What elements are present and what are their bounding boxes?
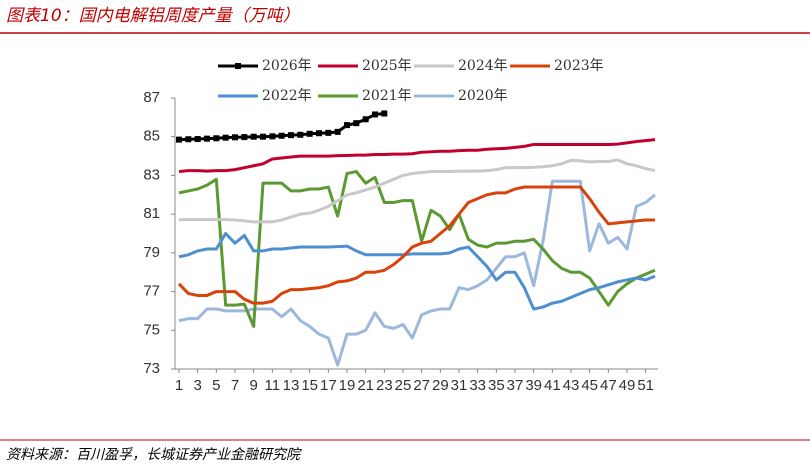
legend-label: 2026年 bbox=[262, 58, 312, 74]
y-tick-label: 81 bbox=[143, 205, 160, 222]
x-tick-label: 25 bbox=[395, 377, 412, 394]
chart-title: 图表10：国内电解铝周度产量（万吨） bbox=[6, 6, 300, 26]
x-tick-label: 31 bbox=[451, 377, 468, 394]
legend-label: 2024年 bbox=[458, 58, 508, 74]
y-tick-label: 79 bbox=[143, 244, 160, 261]
point-marker bbox=[278, 132, 285, 139]
x-tick-label: 11 bbox=[265, 377, 281, 394]
x-tick-label: 27 bbox=[413, 377, 430, 394]
x-tick-label: 39 bbox=[525, 377, 542, 394]
x-tick-label: 41 bbox=[544, 377, 561, 394]
y-tick-label: 77 bbox=[143, 283, 160, 300]
series-line bbox=[179, 158, 656, 224]
point-marker bbox=[297, 131, 304, 138]
x-tick-label: 33 bbox=[469, 377, 486, 394]
point-marker bbox=[334, 128, 341, 135]
y-tick-label: 75 bbox=[143, 321, 160, 338]
point-marker bbox=[260, 133, 266, 140]
x-tick-label: 19 bbox=[339, 377, 356, 394]
x-tick-label: 43 bbox=[563, 377, 580, 394]
point-marker bbox=[288, 132, 294, 139]
x-tick-label: 7 bbox=[231, 377, 239, 394]
x-tick-label: 45 bbox=[581, 377, 598, 394]
point-marker bbox=[344, 122, 350, 129]
legend-label: 2025年 bbox=[362, 58, 412, 74]
point-marker bbox=[325, 129, 332, 136]
x-tick-label: 47 bbox=[600, 377, 617, 394]
x-tick-label: 3 bbox=[193, 377, 201, 394]
source: 资料来源：百川盈孚，长城证券产业金融研究院 bbox=[6, 447, 302, 463]
x-tick-label: 5 bbox=[212, 377, 220, 394]
point-marker bbox=[176, 136, 182, 143]
x-tick-label: 23 bbox=[376, 377, 393, 394]
point-marker bbox=[241, 134, 248, 141]
point-marker bbox=[222, 134, 229, 141]
x-tick-label: 15 bbox=[301, 377, 318, 394]
point-marker bbox=[232, 134, 238, 141]
y-tick-label: 83 bbox=[143, 166, 160, 183]
x-tick-label: 51 bbox=[637, 377, 654, 394]
point-marker bbox=[194, 136, 201, 143]
point-marker bbox=[250, 133, 257, 140]
point-marker bbox=[306, 130, 313, 137]
x-tick-label: 21 bbox=[357, 377, 374, 394]
x-tick-label: 1 bbox=[175, 377, 183, 394]
series-line bbox=[177, 185, 655, 305]
series-line bbox=[178, 232, 656, 311]
x-tick-label: 49 bbox=[619, 377, 636, 394]
x-tick-label: 17 bbox=[320, 377, 337, 394]
series-line bbox=[178, 138, 656, 174]
y-tick-label: 73 bbox=[143, 360, 160, 377]
x-tick-label: 13 bbox=[283, 377, 300, 394]
y-tick-label: 85 bbox=[143, 128, 160, 145]
x-tick-label: 9 bbox=[249, 377, 257, 394]
legend-marker bbox=[235, 63, 241, 69]
point-marker bbox=[362, 116, 369, 123]
point-marker bbox=[213, 135, 220, 142]
x-tick-label: 35 bbox=[488, 377, 505, 394]
legend-label: 2023年 bbox=[554, 58, 604, 74]
x-tick-label: 29 bbox=[432, 377, 449, 394]
point-marker bbox=[269, 133, 276, 140]
point-marker bbox=[204, 135, 210, 142]
series-line bbox=[178, 170, 656, 328]
legend-label: 2022年 bbox=[262, 88, 312, 104]
point-marker bbox=[353, 120, 360, 127]
point-marker bbox=[372, 111, 378, 118]
y-tick-label: 87 bbox=[143, 89, 160, 106]
legend-label: 2021年 bbox=[362, 88, 412, 104]
series-line bbox=[178, 179, 656, 367]
point-marker bbox=[316, 130, 322, 137]
point-marker bbox=[185, 136, 192, 143]
legend-label: 2020年 bbox=[458, 88, 508, 104]
x-tick-label: 37 bbox=[507, 377, 524, 394]
point-marker bbox=[381, 110, 388, 117]
